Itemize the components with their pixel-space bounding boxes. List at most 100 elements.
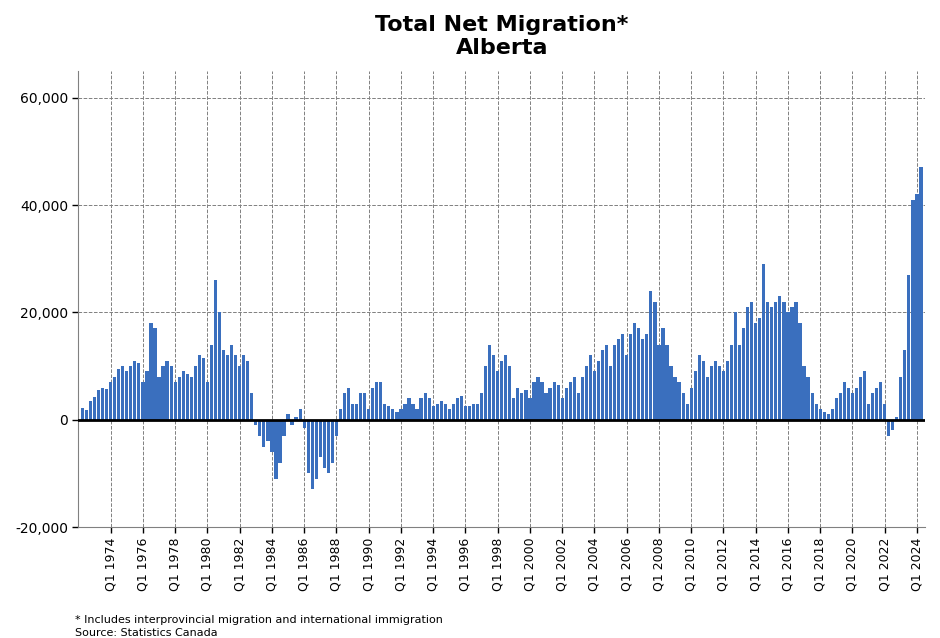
Bar <box>109 382 112 420</box>
Bar <box>294 417 298 420</box>
Text: Source: Statistics Canada: Source: Statistics Canada <box>75 628 218 638</box>
Bar <box>766 302 769 420</box>
Bar <box>222 350 226 420</box>
Bar <box>544 393 548 420</box>
Bar <box>634 323 636 420</box>
Bar <box>520 393 524 420</box>
Bar <box>460 396 463 420</box>
Bar <box>403 404 407 420</box>
Bar <box>750 302 753 420</box>
Bar <box>492 355 495 420</box>
Bar <box>440 401 443 420</box>
Bar <box>617 339 620 420</box>
Bar <box>359 393 362 420</box>
Bar <box>129 366 133 420</box>
Bar <box>867 404 870 420</box>
Bar <box>202 358 205 420</box>
Bar <box>528 398 531 420</box>
Bar <box>900 377 902 420</box>
Bar <box>162 366 164 420</box>
Bar <box>883 404 886 420</box>
Bar <box>512 398 515 420</box>
Bar <box>907 275 911 420</box>
Bar <box>875 387 878 420</box>
Bar <box>560 398 564 420</box>
Bar <box>509 366 511 420</box>
Bar <box>456 398 459 420</box>
Bar <box>851 393 854 420</box>
Bar <box>133 360 136 420</box>
Bar <box>553 382 556 420</box>
Bar <box>125 371 129 420</box>
Bar <box>826 414 830 420</box>
Bar <box>121 366 124 420</box>
Bar <box>238 366 242 420</box>
Bar <box>838 393 842 420</box>
Bar <box>186 374 189 420</box>
Bar <box>254 420 258 425</box>
Bar <box>146 371 149 420</box>
Bar <box>278 420 282 463</box>
Bar <box>375 382 378 420</box>
Bar <box>742 329 745 420</box>
Bar <box>105 389 108 420</box>
Bar <box>387 406 390 420</box>
Bar <box>758 318 761 420</box>
Bar <box>258 420 261 436</box>
Bar <box>500 360 503 420</box>
Bar <box>706 377 709 420</box>
Bar <box>770 307 774 420</box>
Bar <box>581 377 584 420</box>
Bar <box>319 420 321 457</box>
Bar <box>400 409 402 420</box>
Bar <box>810 393 814 420</box>
Bar <box>81 408 84 420</box>
Bar <box>181 371 185 420</box>
Bar <box>540 382 543 420</box>
Bar <box>516 387 520 420</box>
Bar <box>835 398 838 420</box>
Bar <box>613 345 617 420</box>
Bar <box>629 334 633 420</box>
Bar <box>682 393 684 420</box>
Bar <box>194 366 197 420</box>
Bar <box>174 382 177 420</box>
Bar <box>290 420 293 425</box>
Bar <box>701 360 705 420</box>
Bar <box>803 366 806 420</box>
Bar <box>903 350 906 420</box>
Bar <box>662 329 665 420</box>
Bar <box>93 397 96 420</box>
Bar <box>468 406 471 420</box>
Bar <box>165 360 168 420</box>
Bar <box>262 420 265 447</box>
Bar <box>266 420 270 441</box>
Bar <box>371 387 374 420</box>
Bar <box>798 323 802 420</box>
Bar <box>916 195 918 420</box>
Bar <box>214 280 217 420</box>
Bar <box>303 420 306 427</box>
Bar <box>822 412 826 420</box>
Bar <box>863 371 866 420</box>
Bar <box>274 420 277 478</box>
Bar <box>206 382 209 420</box>
Bar <box>734 313 737 420</box>
Bar <box>424 393 427 420</box>
Bar <box>230 345 233 420</box>
Bar <box>299 409 302 420</box>
Bar <box>831 409 834 420</box>
Bar <box>754 323 758 420</box>
Bar <box>569 382 572 420</box>
Bar <box>565 387 568 420</box>
Bar <box>355 404 358 420</box>
Bar <box>496 371 499 420</box>
Bar <box>859 377 862 420</box>
Bar <box>637 329 640 420</box>
Bar <box>141 382 145 420</box>
Bar <box>447 409 451 420</box>
Bar <box>787 313 790 420</box>
Bar <box>843 382 846 420</box>
Bar <box>379 382 383 420</box>
Bar <box>532 382 536 420</box>
